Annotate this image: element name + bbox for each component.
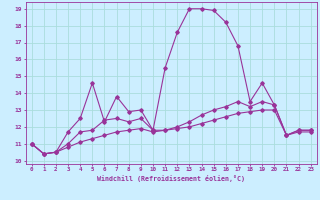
X-axis label: Windchill (Refroidissement éolien,°C): Windchill (Refroidissement éolien,°C) <box>97 175 245 182</box>
